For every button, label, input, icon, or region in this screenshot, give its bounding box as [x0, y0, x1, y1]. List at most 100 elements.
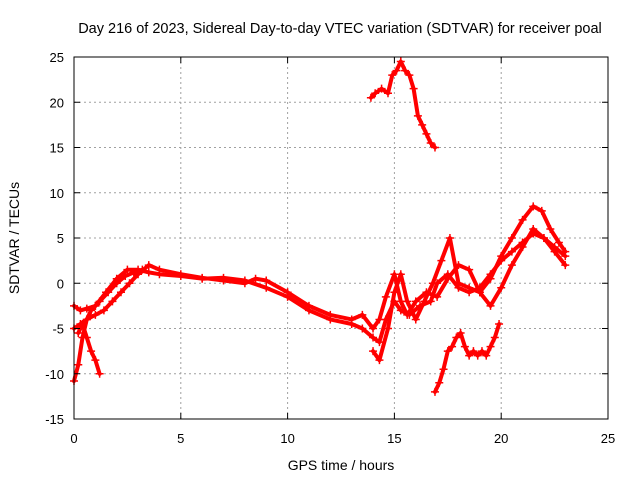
data-point-marker — [433, 292, 442, 301]
data-point-marker — [443, 274, 452, 283]
data-point-marker — [390, 288, 399, 297]
data-point-marker — [383, 89, 392, 98]
data-point-marker — [529, 224, 538, 233]
data-point-marker — [371, 89, 380, 98]
data-point-marker — [486, 274, 495, 283]
data-point-marker — [401, 66, 410, 75]
data-point-marker — [358, 310, 367, 319]
data-point-marker — [507, 261, 516, 270]
x-tick-label: 0 — [70, 431, 77, 446]
y-axis-label: SDTVAR / TECUs — [6, 182, 22, 294]
data-point-marker — [129, 268, 138, 277]
chart-title: Day 216 of 2023, Sidereal Day-to-day VTE… — [78, 21, 602, 37]
data-point-marker — [176, 270, 185, 279]
axis-ticks: 0 5 10 15 20 25 -15 -10 -5 0 5 10 15 20 25 — [45, 50, 615, 446]
y-tick-label: -10 — [45, 367, 64, 382]
data-point-marker — [377, 84, 386, 93]
data-point-marker — [403, 310, 412, 319]
data-point-marker — [74, 329, 83, 338]
data-point-marker — [507, 247, 516, 256]
data-point-marker — [123, 265, 132, 274]
data-point-marker — [477, 347, 486, 356]
data-point-marker — [369, 333, 378, 342]
data-point-marker — [422, 129, 431, 138]
data-point-marker — [443, 347, 452, 356]
data-point-marker — [251, 274, 260, 283]
data-point-marker — [369, 324, 378, 333]
y-tick-label: 20 — [50, 95, 64, 110]
data-point-marker — [112, 279, 121, 288]
data-point-marker — [347, 315, 356, 324]
data-point-marker — [518, 215, 527, 224]
x-axis-label: GPS time / hours — [288, 457, 395, 473]
data-point-marker — [460, 342, 469, 351]
data-point-marker — [448, 342, 457, 351]
data-point-marker — [411, 315, 420, 324]
data-point-marker — [366, 93, 375, 102]
data-point-marker — [125, 279, 134, 288]
data-point-marker — [445, 234, 454, 242]
data-point-marker — [456, 329, 465, 338]
x-tick-label: 25 — [601, 431, 615, 446]
data-point-marker — [507, 234, 516, 242]
data-point-marker — [262, 276, 271, 285]
data-point-marker — [428, 279, 437, 288]
data-point-marker — [537, 206, 546, 215]
data-point-marker — [95, 297, 104, 306]
y-tick-label: 0 — [57, 276, 64, 291]
data-point-marker — [465, 265, 474, 274]
data-point-marker — [539, 234, 548, 242]
data-point-marker — [82, 333, 91, 342]
data-point-marker — [381, 292, 390, 301]
data-point-marker — [87, 347, 96, 356]
data-point-marker — [138, 265, 147, 274]
y-tick-label: -5 — [52, 322, 64, 337]
data-point-marker — [497, 252, 506, 261]
data-point-marker — [144, 268, 153, 277]
data-point-marker — [454, 279, 463, 288]
data-point-marker — [82, 304, 91, 313]
data-point-marker — [375, 356, 384, 365]
y-tick-label: -15 — [45, 412, 64, 427]
data-point-marker — [435, 378, 444, 387]
data-point-marker — [439, 365, 448, 374]
x-tick-label: 15 — [387, 431, 401, 446]
data-point-marker — [91, 356, 100, 365]
data-point-marker — [108, 297, 117, 306]
data-point-marker — [465, 351, 474, 360]
data-point-marker — [475, 288, 484, 297]
data-point-marker — [388, 71, 397, 80]
y-tick-label: 10 — [50, 186, 64, 201]
data-point-marker — [437, 256, 446, 265]
data-point-marker — [104, 288, 113, 297]
data-point-marker — [452, 333, 461, 342]
data-point-marker — [465, 283, 474, 292]
data-point-marker — [383, 324, 392, 333]
data-point-marker — [409, 84, 418, 93]
data-point-marker — [420, 297, 429, 306]
data-point-marker — [550, 243, 559, 252]
y-tick-label: 25 — [50, 50, 64, 65]
data-point-marker — [155, 265, 164, 274]
data-point-marker — [121, 272, 130, 281]
data-point-marker — [546, 224, 555, 233]
data-point-marker — [413, 111, 422, 120]
data-point-marker — [403, 297, 412, 306]
data-point-marker — [375, 338, 384, 347]
series-layer — [70, 57, 570, 396]
data-point-marker — [262, 283, 271, 292]
data-point-marker — [375, 315, 384, 324]
data-point-marker — [430, 387, 439, 396]
series-arc-a — [72, 231, 568, 345]
data-point-marker — [116, 288, 125, 297]
data-point-marker — [396, 270, 405, 279]
data-point-marker — [91, 310, 100, 319]
x-tick-label: 5 — [177, 431, 184, 446]
data-point-marker — [561, 247, 570, 256]
data-point-marker — [91, 301, 100, 310]
data-point-marker — [82, 315, 91, 324]
series-arc-f — [433, 322, 502, 394]
data-point-marker — [411, 297, 420, 306]
data-point-marker — [486, 301, 495, 310]
x-tick-label: 10 — [280, 431, 294, 446]
